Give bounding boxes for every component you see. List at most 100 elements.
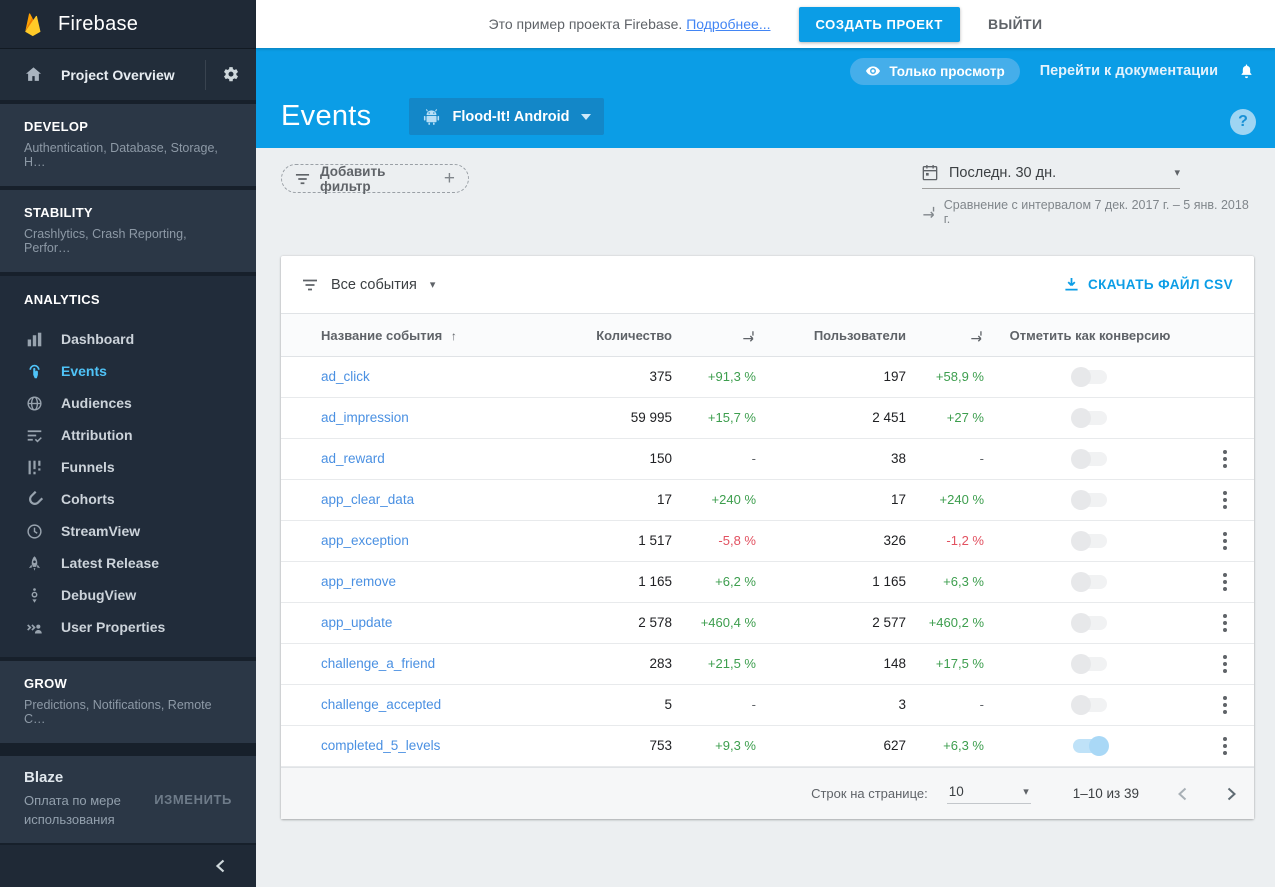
event-users-change: - — [979, 697, 984, 712]
column-header-users[interactable]: Пользователи — [756, 328, 906, 343]
row-menu-button[interactable] — [1219, 446, 1231, 472]
firebase-brand[interactable]: Firebase — [0, 0, 256, 48]
conversion-toggle[interactable] — [1071, 572, 1107, 592]
row-menu-button[interactable] — [1219, 487, 1231, 513]
event-name-link[interactable]: app_remove — [321, 574, 397, 589]
event-users: 2 451 — [872, 410, 906, 425]
event-count-change: +91,3 % — [707, 369, 756, 384]
firebase-logo-icon — [20, 11, 46, 37]
rows-per-page-label: Строк на странице: — [811, 786, 928, 801]
conversion-toggle[interactable] — [1071, 367, 1107, 387]
sidebar-item-cohorts[interactable]: Cohorts — [0, 483, 256, 515]
add-filter-button[interactable]: Добавить фильтр + — [281, 164, 469, 194]
event-users-change: - — [979, 451, 984, 466]
row-menu-button[interactable] — [1219, 569, 1231, 595]
sidebar-section-grow[interactable]: GROW Predictions, Notifications, Remote … — [0, 661, 256, 743]
modify-plan-button[interactable]: ИЗМЕНИТЬ — [154, 792, 232, 808]
conversion-toggle[interactable] — [1071, 408, 1107, 428]
conversion-toggle[interactable] — [1071, 531, 1107, 551]
sidebar-item-dashboard[interactable]: Dashboard — [0, 323, 256, 355]
section-title: STABILITY — [24, 205, 93, 220]
bell-icon[interactable] — [1238, 62, 1255, 80]
previous-page-button[interactable] — [1177, 787, 1188, 801]
event-name-link[interactable]: app_exception — [321, 533, 409, 548]
row-menu-button[interactable] — [1219, 528, 1231, 554]
create-project-button[interactable]: СОЗДАТЬ ПРОЕКТ — [798, 6, 960, 42]
toggle-knob — [1071, 572, 1091, 592]
event-count: 17 — [656, 492, 672, 507]
learn-more-link[interactable]: Подробнее... — [686, 16, 771, 32]
date-range-select[interactable]: Последн. 30 дн. ▾ — [922, 164, 1180, 189]
column-header-mark-conversion: Отметить как конверсию — [984, 328, 1196, 343]
conversion-toggle[interactable] — [1073, 736, 1109, 756]
download-icon — [1065, 277, 1078, 291]
table-row: ad_reward 150 - 38 - — [281, 439, 1254, 480]
conversion-toggle[interactable] — [1071, 613, 1107, 633]
streamview-icon — [24, 523, 44, 540]
conversion-toggle[interactable] — [1071, 490, 1107, 510]
event-users: 2 577 — [872, 615, 906, 630]
row-menu-button[interactable] — [1219, 610, 1231, 636]
event-count-change: +21,5 % — [707, 656, 756, 671]
sidebar-item-funnels[interactable]: Funnels — [0, 451, 256, 483]
download-csv-button[interactable]: СКАЧАТЬ ФАЙЛ CSV — [1064, 277, 1233, 292]
sidebar-item-streamview[interactable]: StreamView — [0, 515, 256, 547]
event-count: 59 995 — [630, 410, 672, 425]
filter-icon — [295, 173, 310, 184]
sidebar-item-debugview[interactable]: DebugView — [0, 579, 256, 611]
docs-link[interactable]: Перейти к документации — [1039, 63, 1218, 79]
gear-icon — [224, 66, 238, 81]
sidebar-item-audiences[interactable]: Audiences — [0, 387, 256, 419]
toggle-knob — [1071, 490, 1091, 510]
sidebar-item-events[interactable]: Events — [0, 355, 256, 387]
sidebar-item-user-properties[interactable]: User Properties — [0, 611, 256, 643]
column-header-count-compare[interactable] — [672, 328, 756, 343]
row-menu-button[interactable] — [1219, 692, 1231, 718]
event-name-link[interactable]: completed_5_levels — [321, 738, 441, 753]
event-name-link[interactable]: ad_reward — [321, 451, 385, 466]
column-header-event-name[interactable]: Название события ↑ — [281, 328, 560, 343]
event-count: 375 — [649, 369, 672, 384]
app-selector[interactable]: Flood-It! Android — [409, 98, 604, 135]
plan-name: Blaze — [24, 769, 64, 787]
event-name-link[interactable]: challenge_accepted — [321, 697, 442, 712]
column-header-users-compare[interactable] — [906, 328, 984, 343]
audiences-icon — [24, 395, 44, 412]
project-settings-button[interactable] — [206, 65, 256, 85]
sidebar-item-latest-release[interactable]: Latest Release — [0, 547, 256, 579]
analytics-nav: Dashboard Events Audiences Attribution — [0, 323, 256, 643]
sidebar-section-stability[interactable]: STABILITY Crashlytics, Crash Reporting, … — [0, 190, 256, 272]
chevron-down-icon: ▾ — [1023, 785, 1029, 798]
sidebar-item-project-overview[interactable]: Project Overview — [0, 48, 256, 100]
chevron-down-icon: ▾ — [429, 279, 436, 291]
sign-out-button[interactable]: ВЫЙТИ — [987, 16, 1043, 32]
events-filter-select[interactable]: Все события ▾ — [302, 277, 435, 293]
row-menu-button[interactable] — [1219, 733, 1231, 759]
home-icon — [24, 65, 44, 84]
next-page-button[interactable] — [1226, 787, 1237, 801]
event-name-link[interactable]: ad_impression — [321, 410, 409, 425]
event-users-change: +240 % — [939, 492, 984, 507]
event-name-link[interactable]: app_clear_data — [321, 492, 415, 507]
event-name-link[interactable]: ad_click — [321, 369, 370, 384]
event-count-change: +15,7 % — [707, 410, 756, 425]
conversion-toggle[interactable] — [1071, 449, 1107, 469]
table-row: app_clear_data 17 +240 % 17 +240 % — [281, 480, 1254, 521]
chevron-left-icon — [215, 859, 225, 873]
event-name-link[interactable]: challenge_a_friend — [321, 656, 436, 671]
conversion-toggle[interactable] — [1071, 654, 1107, 674]
sidebar-item-attribution[interactable]: Attribution — [0, 419, 256, 451]
event-users: 3 — [898, 697, 906, 712]
view-only-label: Только просмотр — [889, 63, 1005, 79]
table-row: app_remove 1 165 +6,2 % 1 165 +6,3 % — [281, 562, 1254, 603]
collapse-sidebar-button[interactable] — [0, 845, 256, 887]
event-users: 148 — [883, 656, 906, 671]
column-header-count[interactable]: Количество — [560, 328, 672, 343]
help-button[interactable]: ? — [1230, 109, 1256, 135]
event-name-link[interactable]: app_update — [321, 615, 393, 630]
row-menu-button[interactable] — [1219, 651, 1231, 677]
conversion-toggle[interactable] — [1071, 695, 1107, 715]
sidebar-section-develop[interactable]: DEVELOP Authentication, Database, Storag… — [0, 104, 256, 186]
rows-per-page-select[interactable]: 10 ▾ — [946, 784, 1031, 804]
toggle-knob — [1071, 654, 1091, 674]
